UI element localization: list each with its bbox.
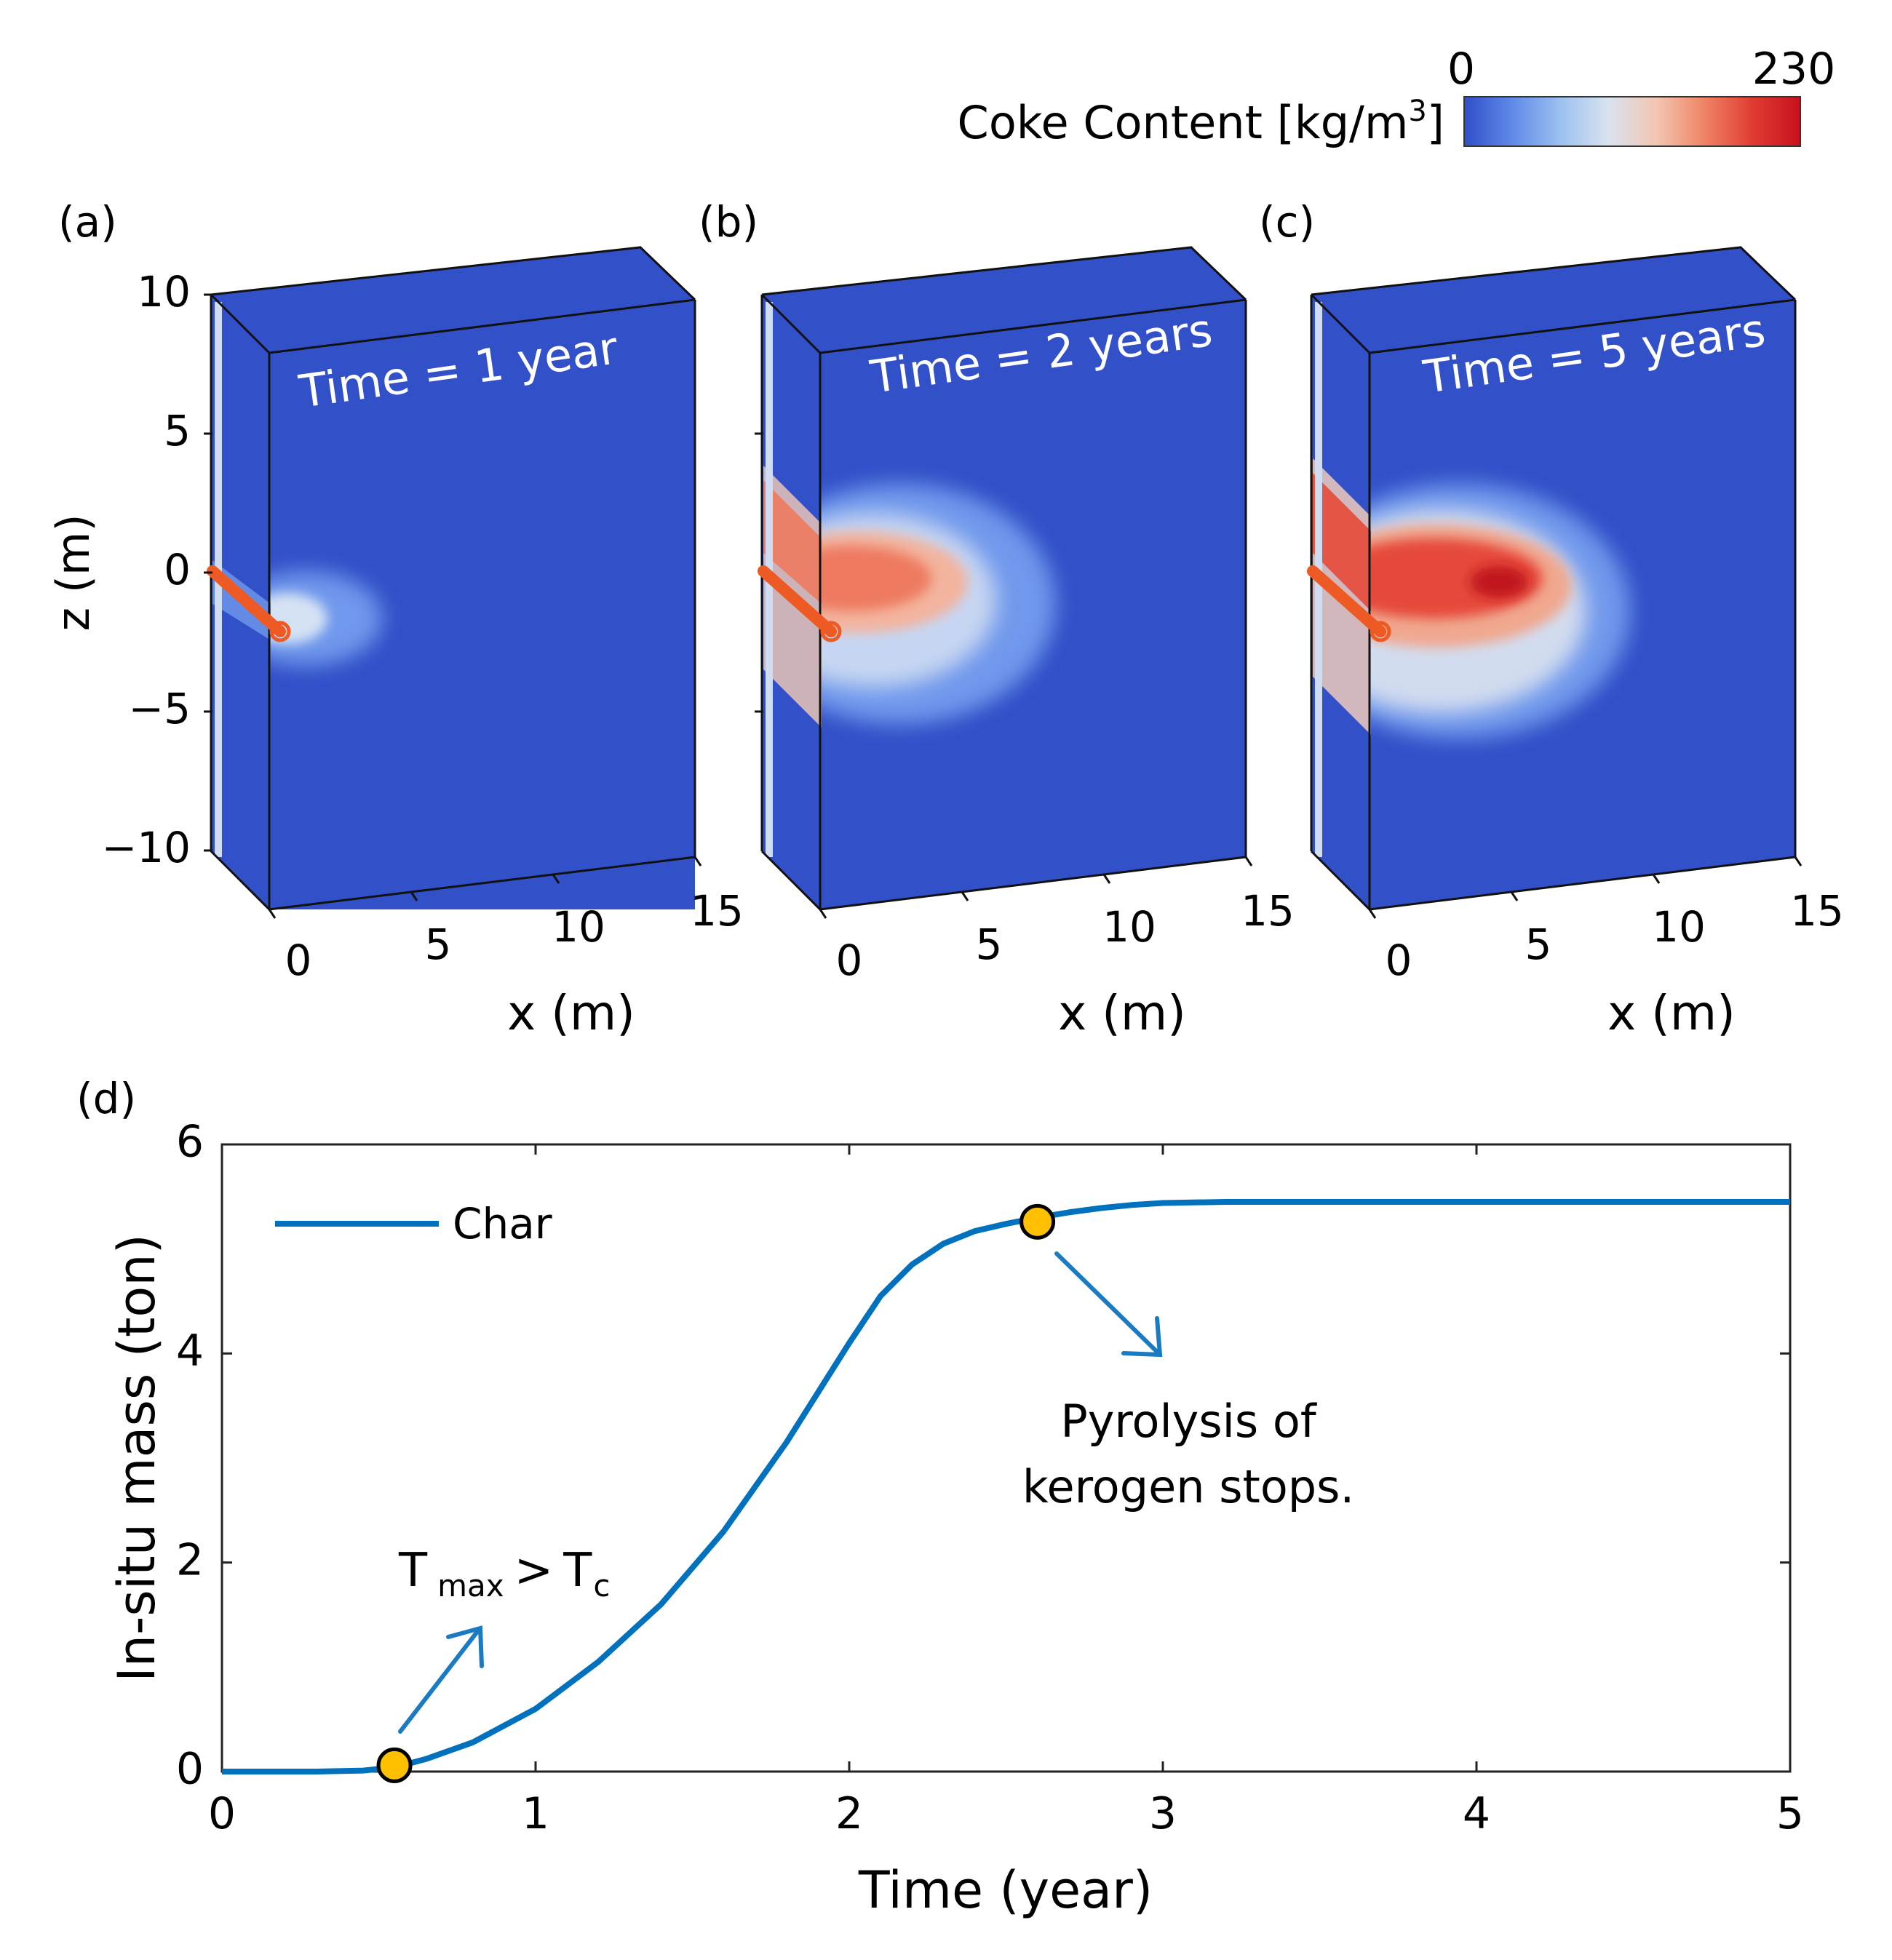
colorbar-label: Coke Content [kg/m3]: [958, 95, 1444, 149]
panel-a: (a) Time = 1 year: [47, 197, 744, 1041]
panel-b-x-tick-5: 5: [976, 920, 1003, 969]
panel-c-well: [1307, 565, 1386, 637]
panel-b-plume-hot: [820, 546, 931, 611]
panel-a-z-axis: 10 5 0 −5 −10 z (m): [47, 267, 212, 872]
panel-a-z-tick-5: 5: [164, 406, 191, 455]
panel-c-plume-core: [1470, 566, 1528, 598]
panel-c-plume: [1370, 484, 1630, 738]
colorbar-label-close: ]: [1427, 96, 1444, 149]
panel-c-left-plume-hot: [1313, 473, 1371, 611]
legend-label-char: Char: [453, 1199, 552, 1248]
panel-c-x-tick-15: 15: [1790, 886, 1844, 936]
panel-d-tick-labels: 0 1 2 3 4 5 0 2 4 6: [176, 1117, 1804, 1839]
panel-a-x-tick-15: 15: [690, 886, 744, 936]
series-line-char: [222, 1199, 1790, 1774]
panel-a-letter: (a): [58, 197, 117, 247]
annotation-pyrolysis-line2: kerogen stops.: [1022, 1460, 1354, 1513]
panel-d-letter: (d): [76, 1074, 136, 1123]
panel-b-x-tick-0: 0: [836, 936, 863, 985]
panel-d-markers: [376, 1203, 1056, 1783]
panel-d-legend: Char: [275, 1199, 552, 1248]
panel-c-x-axis: 0 5 10 15 x (m): [1368, 856, 1844, 1041]
panel-a-well-tip: [269, 621, 291, 642]
colorbar-label-sup: 3: [1408, 95, 1426, 128]
x-tick-label-3: 3: [1149, 1788, 1177, 1839]
annotation-tc-T: T: [563, 1544, 592, 1598]
panel-a-z-tick-m10: −10: [102, 823, 191, 872]
x-tick-label-1: 1: [522, 1788, 549, 1839]
panel-c-x-label: x (m): [1607, 985, 1736, 1041]
panel-c-top-face: [1311, 247, 1795, 353]
colorbar-label-text: Coke Content [kg/m: [958, 96, 1409, 149]
panel-b-well-tip: [820, 621, 842, 642]
panel-c: (c) Time = 5 years 0: [1259, 197, 1844, 1041]
annotation-arrow-tmax: [398, 1625, 484, 1734]
x-tick-label-2: 2: [835, 1788, 863, 1839]
panel-a-z-tick-10: 10: [137, 267, 191, 316]
y-tick-label-0: 0: [176, 1744, 204, 1795]
marker-point-1: [376, 1747, 413, 1783]
panel-d-y-label: In-situ mass (ton): [107, 1234, 167, 1682]
annotation-tmax-T: T: [398, 1544, 428, 1598]
panel-c-x-tick-5: 5: [1525, 920, 1552, 969]
colorbar-max-label: 230: [1752, 44, 1836, 95]
colorbar-min-label: 0: [1447, 44, 1475, 95]
panel-b: (b) Time = 2 years: [699, 197, 1295, 1041]
panel-c-well-tip: [1370, 621, 1391, 642]
panel-d-x-label: Time (year): [858, 1860, 1153, 1920]
panel-b-left-plume-hot: [763, 480, 822, 604]
panel-a-x-label: x (m): [507, 985, 635, 1041]
panel-c-x-tick-0: 0: [1386, 936, 1412, 985]
x-tick-label-0: 0: [208, 1788, 236, 1839]
panel-d: (d) 0 1 2 3 4 5 0 2 4 6 Time (year) In-situ mass …: [76, 1074, 1804, 1920]
panel-b-x-label: x (m): [1058, 985, 1186, 1041]
panel-a-z-tick-0: 0: [164, 545, 191, 594]
panel-c-x-tick-10: 10: [1652, 902, 1706, 952]
panel-a-x-axis: 0 5 10 15 x (m): [268, 856, 744, 1041]
panel-b-x-axis: 0 5 10 15 x (m): [819, 856, 1295, 1041]
panel-a-x-tick-0: 0: [285, 936, 312, 985]
panel-a-x-tick-10: 10: [552, 902, 605, 952]
annotation-pyrolysis-line1: Pyrolysis of: [1060, 1395, 1318, 1448]
annotation-tmax-gt: >: [514, 1544, 554, 1598]
y-tick-label-4: 4: [176, 1326, 204, 1377]
panel-a-well: [207, 565, 286, 637]
panel-a-z-tick-m5: −5: [129, 684, 191, 733]
colorbar: Coke Content [kg/m3] 0 230: [958, 44, 1836, 149]
panel-c-plume-hot: [1370, 538, 1543, 618]
y-tick-label-6: 6: [176, 1117, 204, 1168]
panel-a-z-label: z (m): [47, 514, 100, 631]
annotation-tc-sub: c: [593, 1568, 610, 1604]
panel-b-letter: (b): [699, 197, 758, 247]
panel-d-ticks: [220, 1143, 1792, 1773]
panel-a-front-face-top: [269, 300, 695, 909]
panel-b-z-ticks: [755, 432, 763, 713]
panel-c-letter: (c): [1259, 197, 1315, 247]
panel-b-top-face: [762, 247, 1246, 353]
x-tick-label-4: 4: [1463, 1788, 1490, 1839]
annotation-tmax-sub: max: [437, 1568, 504, 1604]
colorbar-gradient: [1463, 96, 1801, 147]
panel-b-x-tick-15: 15: [1241, 886, 1295, 936]
panel-b-x-tick-10: 10: [1102, 902, 1156, 952]
y-tick-label-2: 2: [176, 1534, 204, 1585]
annotation-arrow-pyrolysis: [1054, 1251, 1163, 1358]
panel-a-x-tick-5: 5: [425, 920, 452, 969]
x-tick-label-5: 5: [1776, 1788, 1804, 1839]
panel-b-well: [758, 565, 837, 637]
marker-point-2: [1019, 1203, 1056, 1240]
panel-a-top-face-fill: [211, 247, 695, 353]
panel-b-plume: [820, 484, 1055, 724]
